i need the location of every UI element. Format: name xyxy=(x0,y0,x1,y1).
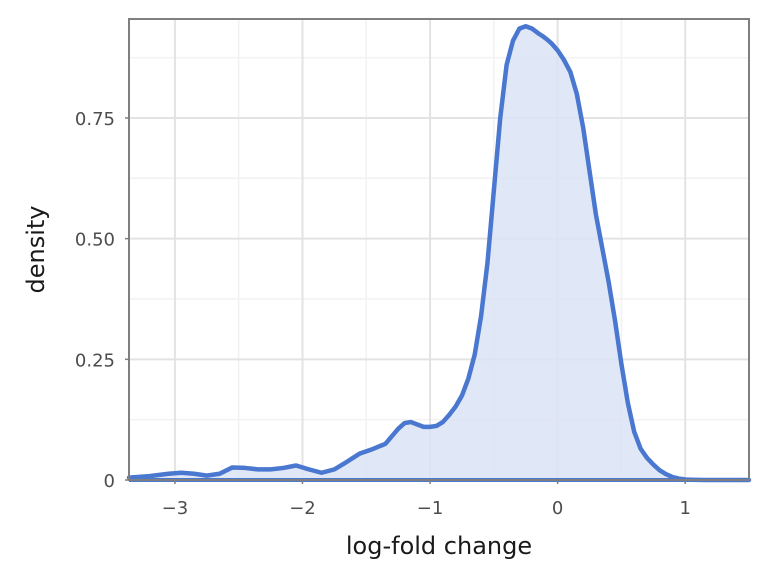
x-tick-label: 1 xyxy=(679,498,690,519)
y-tick-label: 0.75 xyxy=(75,109,115,130)
x-axis-ticks: −3 −2 −1 0 1 xyxy=(162,480,691,519)
density-line xyxy=(126,23,752,483)
density-area xyxy=(129,26,749,481)
density-marks xyxy=(126,23,752,483)
grid-major xyxy=(129,19,749,481)
x-tick-label: −1 xyxy=(417,498,444,519)
panel-border xyxy=(128,18,750,481)
grid-minor xyxy=(129,19,750,480)
x-axis-title: log-fold change xyxy=(346,532,532,560)
x-tick-label: 0 xyxy=(552,498,563,519)
x-tick-label: −2 xyxy=(289,498,316,519)
x-tick-label: −3 xyxy=(162,498,189,519)
y-axis-title: density xyxy=(22,206,50,294)
y-tick-label: 0 xyxy=(104,471,115,492)
y-tick-label: 0.50 xyxy=(75,230,115,251)
y-tick-label: 0.25 xyxy=(75,350,115,371)
y-axis-ticks: 0 0.25 0.50 0.75 xyxy=(75,109,129,492)
